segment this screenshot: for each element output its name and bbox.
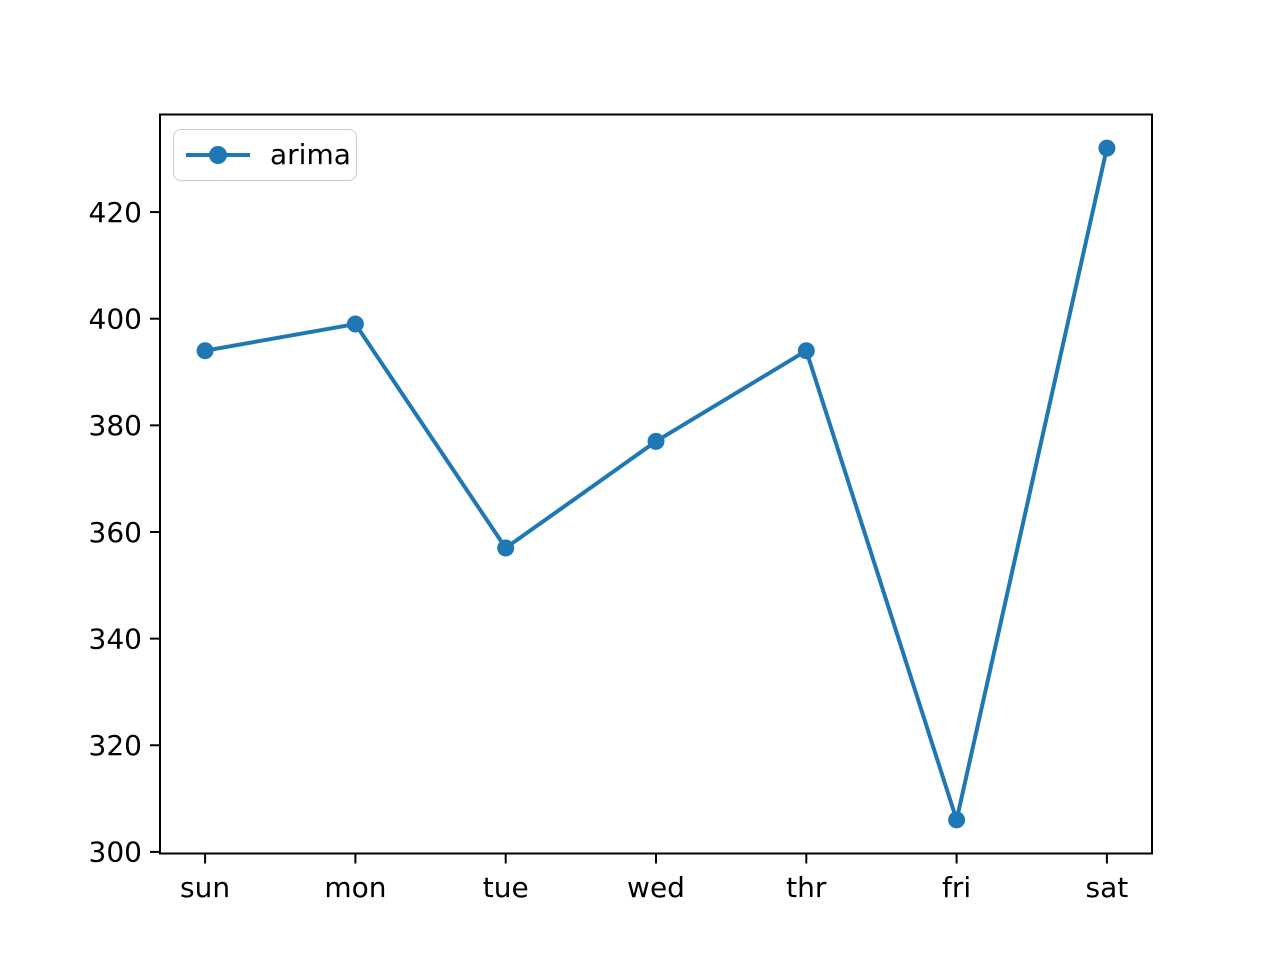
x-tick-label-sat: sat [1086,871,1129,904]
data-point-wed [647,432,665,450]
y-tick-label: 360 [89,516,142,549]
x-tick-label-mon: mon [324,871,386,904]
x-tick-label-thr: thr [786,871,827,904]
plot-area [159,113,1153,855]
data-point-sun [196,342,214,360]
y-tick-label: 380 [89,409,142,442]
series-line-arima [203,146,1109,822]
y-tick-label: 320 [89,729,142,762]
data-point-fri [948,811,966,829]
x-tick-label-wed: wed [627,871,685,904]
data-point-mon [346,315,364,333]
legend-label: arima [270,138,351,171]
y-tick-label: 300 [89,836,142,869]
x-tick-label-sun: sun [180,871,230,904]
x-tick-label-fri: fri [942,871,971,904]
y-tick-label: 420 [89,196,142,229]
legend-line-marker-icon [186,146,250,164]
data-point-tue [497,539,515,557]
y-tick-label: 340 [89,622,142,655]
data-point-thr [797,342,815,360]
data-point-sat [1098,139,1116,157]
y-tick-label: 400 [89,303,142,336]
legend-marker-icon [209,146,227,164]
x-tick-label-tue: tue [483,871,529,904]
legend: arima [173,129,357,181]
